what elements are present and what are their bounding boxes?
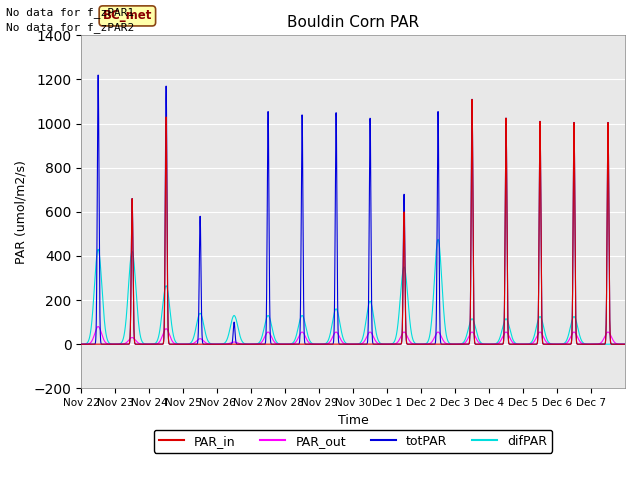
Text: No data for f_zPAR1: No data for f_zPAR1 — [6, 7, 134, 18]
Legend: PAR_in, PAR_out, totPAR, difPAR: PAR_in, PAR_out, totPAR, difPAR — [154, 430, 552, 453]
Text: No data for f_zPAR2: No data for f_zPAR2 — [6, 22, 134, 33]
Text: BC_met: BC_met — [102, 10, 152, 23]
Y-axis label: PAR (umol/m2/s): PAR (umol/m2/s) — [15, 160, 28, 264]
Title: Bouldin Corn PAR: Bouldin Corn PAR — [287, 15, 419, 30]
X-axis label: Time: Time — [338, 414, 369, 427]
